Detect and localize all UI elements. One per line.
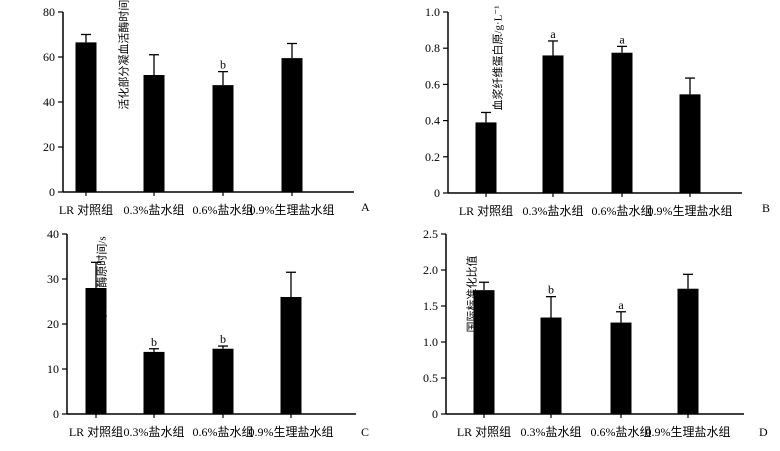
y-tick-label: 0 (53, 407, 59, 421)
y-tick-label: 2.5 (423, 227, 438, 241)
x-category-label: 0.3%盐水组 (523, 204, 584, 218)
x-category-label: LR 对照组 (459, 204, 513, 218)
y-tick-label: 20 (43, 140, 55, 154)
bar (542, 55, 564, 193)
x-category-label: 0.6%盐水组 (592, 204, 653, 218)
y-tick-label: 0 (434, 186, 440, 200)
x-category-label: 0.6%盐水组 (193, 425, 254, 439)
x-category-label: LR 对照组 (59, 203, 113, 217)
chart-panel-c: 0 10 20 30 40 LR 对照组 b 0.3%盐水组 b 0.6%盐水组 0.9%生理盐水组… (0, 226, 390, 451)
y-tick-label: 2.0 (423, 263, 438, 277)
bar (610, 322, 632, 414)
y-tick-label: 10 (47, 362, 59, 376)
significance-label: b (548, 283, 554, 297)
y-tick-label: 0.4 (425, 114, 440, 128)
x-category-label: 0.9%生理盐水组 (648, 204, 733, 218)
bar (611, 52, 633, 193)
chart-a-y-axis-label: 活化部分凝血活酶时间/s (118, 0, 131, 110)
bar (475, 122, 497, 193)
x-category-label: 0.3%盐水组 (124, 203, 185, 217)
bar (473, 290, 495, 414)
significance-label: a (619, 32, 625, 46)
chart-panel-d: 0 0.5 1.0 1.5 2.0 2.5 LR 对照组 b 0.3%盐水组 a 0.6%盐水组 0.… (390, 226, 780, 451)
bar (143, 351, 165, 414)
y-tick-label: 0.5 (423, 371, 438, 385)
bar (75, 42, 97, 192)
chart-c-panel-letter: C (361, 425, 370, 439)
bar (679, 94, 701, 193)
bar (212, 85, 234, 192)
significance-label: b (220, 58, 226, 72)
y-tick-label: 1.0 (425, 5, 440, 19)
x-category-label: 0.9%生理盐水组 (646, 425, 731, 439)
chart-panel-a: 0 20 40 60 80 LR 对照组 0.3%盐水组 b 0.6%盐水组 0.9%生理盐水组 … (0, 0, 390, 225)
chart-d-svg: 0 0.5 1.0 1.5 2.0 2.5 LR 对照组 b 0.3%盐水组 a 0.6%盐水组0.… (423, 227, 744, 439)
chart-d-panel-letter: D (759, 425, 768, 439)
y-tick-label: 80 (43, 5, 55, 19)
x-category-label: 0.3%盐水组 (521, 425, 582, 439)
chart-b-y-axis-label: 血浆纤维蛋白原/g·L⁻¹ (492, 5, 505, 111)
chart-b-svg: 0 0.2 0.4 0.6 0.8 1.0 LR 对照组 a 0.3%盐水组 a 0.6%盐水组0.… (425, 5, 742, 218)
y-tick-label: 0.8 (425, 41, 440, 55)
x-category-label: 0.9%生理盐水组 (249, 425, 334, 439)
chart-a-panel-letter: A (361, 200, 370, 214)
bar (212, 348, 234, 414)
chart-panel-b: 0 0.2 0.4 0.6 0.8 1.0 LR 对照组 a 0.3%盐水组 a 0.6%盐水组 0.… (390, 0, 780, 225)
x-category-label: 0.9%生理盐水组 (250, 203, 335, 217)
y-tick-label: 30 (47, 272, 59, 286)
bar (85, 288, 107, 414)
y-tick-label: 60 (43, 50, 55, 64)
y-tick-label: 0 (49, 185, 55, 199)
y-tick-label: 0 (432, 407, 438, 421)
chart-b-panel-letter: B (762, 201, 771, 215)
y-tick-label: 0.6 (425, 77, 440, 91)
x-category-label: 0.6%盐水组 (193, 203, 254, 217)
chart-c-y-axis-label: 血浆凝血酶原时间/s (96, 236, 109, 332)
x-category-label: 0.3%盐水组 (124, 425, 185, 439)
bar (280, 297, 302, 414)
y-tick-label: 20 (47, 317, 59, 331)
significance-label: b (151, 335, 157, 349)
bar (677, 288, 699, 414)
y-tick-label: 40 (47, 227, 59, 241)
bar (540, 317, 562, 414)
bar (281, 58, 303, 192)
y-tick-label: 1.0 (423, 335, 438, 349)
significance-label: a (618, 298, 624, 312)
significance-label: b (220, 332, 226, 346)
significance-label: a (550, 27, 556, 41)
y-tick-label: 0.2 (425, 150, 440, 164)
chart-d-y-axis-label: 国际标准化比值 (466, 255, 478, 332)
y-tick-label: 40 (43, 95, 55, 109)
bar (143, 75, 165, 192)
x-category-label: 0.6%盐水组 (591, 425, 652, 439)
x-category-label: LR 对照组 (457, 425, 511, 439)
y-tick-label: 1.5 (423, 299, 438, 313)
x-category-label: LR 对照组 (69, 425, 123, 439)
